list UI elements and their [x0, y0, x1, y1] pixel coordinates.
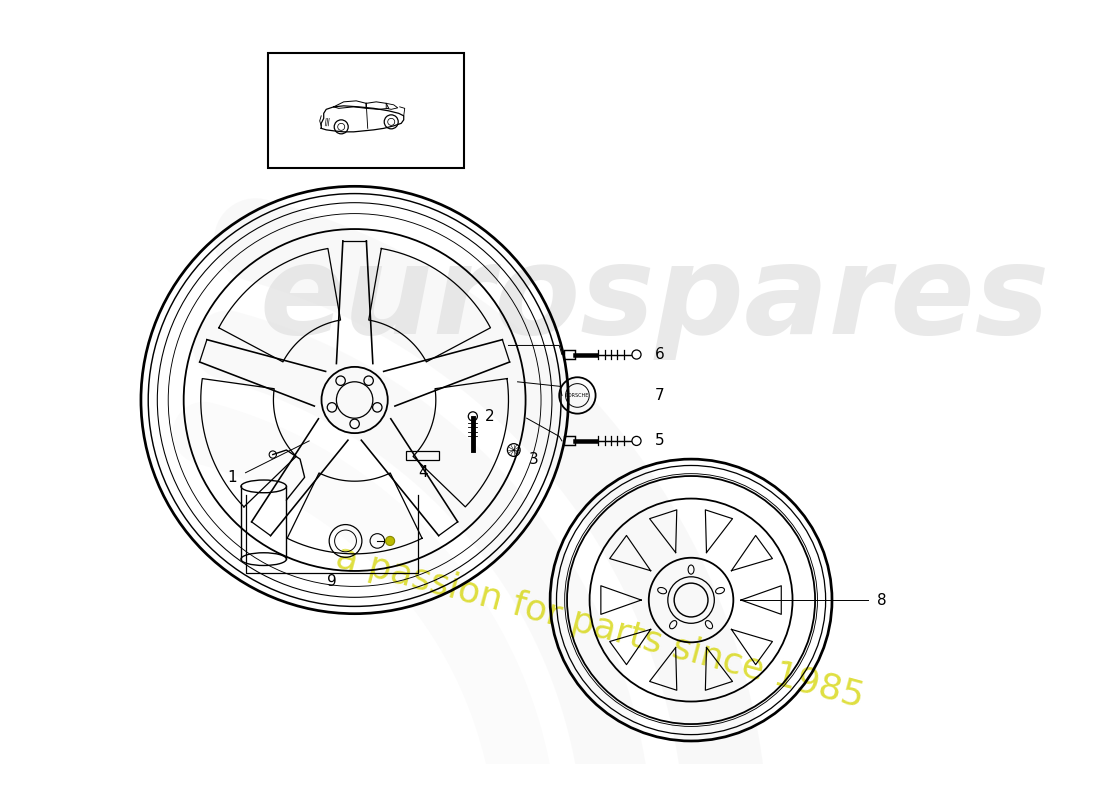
Circle shape	[632, 350, 641, 359]
Bar	[407, 451, 439, 460]
Bar	[564, 436, 574, 446]
Bar	[268, 53, 464, 168]
Text: 7: 7	[654, 388, 664, 403]
Text: 5: 5	[654, 434, 664, 449]
Bar	[564, 350, 574, 359]
Text: eurospares: eurospares	[260, 239, 1049, 361]
Text: 4: 4	[418, 466, 428, 480]
Text: 6: 6	[654, 347, 664, 362]
Text: PORSCHE: PORSCHE	[565, 393, 590, 398]
Text: 2: 2	[484, 409, 494, 424]
Circle shape	[632, 436, 641, 446]
Text: 3: 3	[529, 452, 539, 466]
Text: 9: 9	[327, 574, 337, 590]
Circle shape	[385, 536, 395, 546]
Text: 8: 8	[878, 593, 887, 607]
Text: a passion for parts since 1985: a passion for parts since 1985	[332, 540, 868, 714]
Text: 1: 1	[227, 470, 236, 485]
